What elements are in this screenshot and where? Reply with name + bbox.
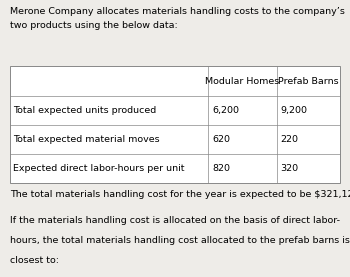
Text: closest to:: closest to: [10,256,59,265]
Text: 6,200: 6,200 [212,106,239,115]
Text: Expected direct labor-hours per unit: Expected direct labor-hours per unit [13,164,184,173]
Text: Total expected units produced: Total expected units produced [13,106,156,115]
Text: Prefab Barns: Prefab Barns [278,76,339,86]
Text: 620: 620 [212,135,230,144]
Text: 220: 220 [281,135,299,144]
Text: Total expected material moves: Total expected material moves [13,135,159,144]
Text: two products using the below data:: two products using the below data: [10,21,177,30]
Text: 9,200: 9,200 [281,106,308,115]
Text: hours, the total materials handling cost allocated to the prefab barns is: hours, the total materials handling cost… [10,236,350,245]
Text: 820: 820 [212,164,230,173]
Text: Merone Company allocates materials handling costs to the company’s: Merone Company allocates materials handl… [10,7,345,16]
Text: If the materials handling cost is allocated on the basis of direct labor-: If the materials handling cost is alloca… [10,216,340,225]
Text: Modular Homes: Modular Homes [205,76,280,86]
Text: 320: 320 [281,164,299,173]
Text: The total materials handling cost for the year is expected to be $321,120.: The total materials handling cost for th… [10,190,350,199]
